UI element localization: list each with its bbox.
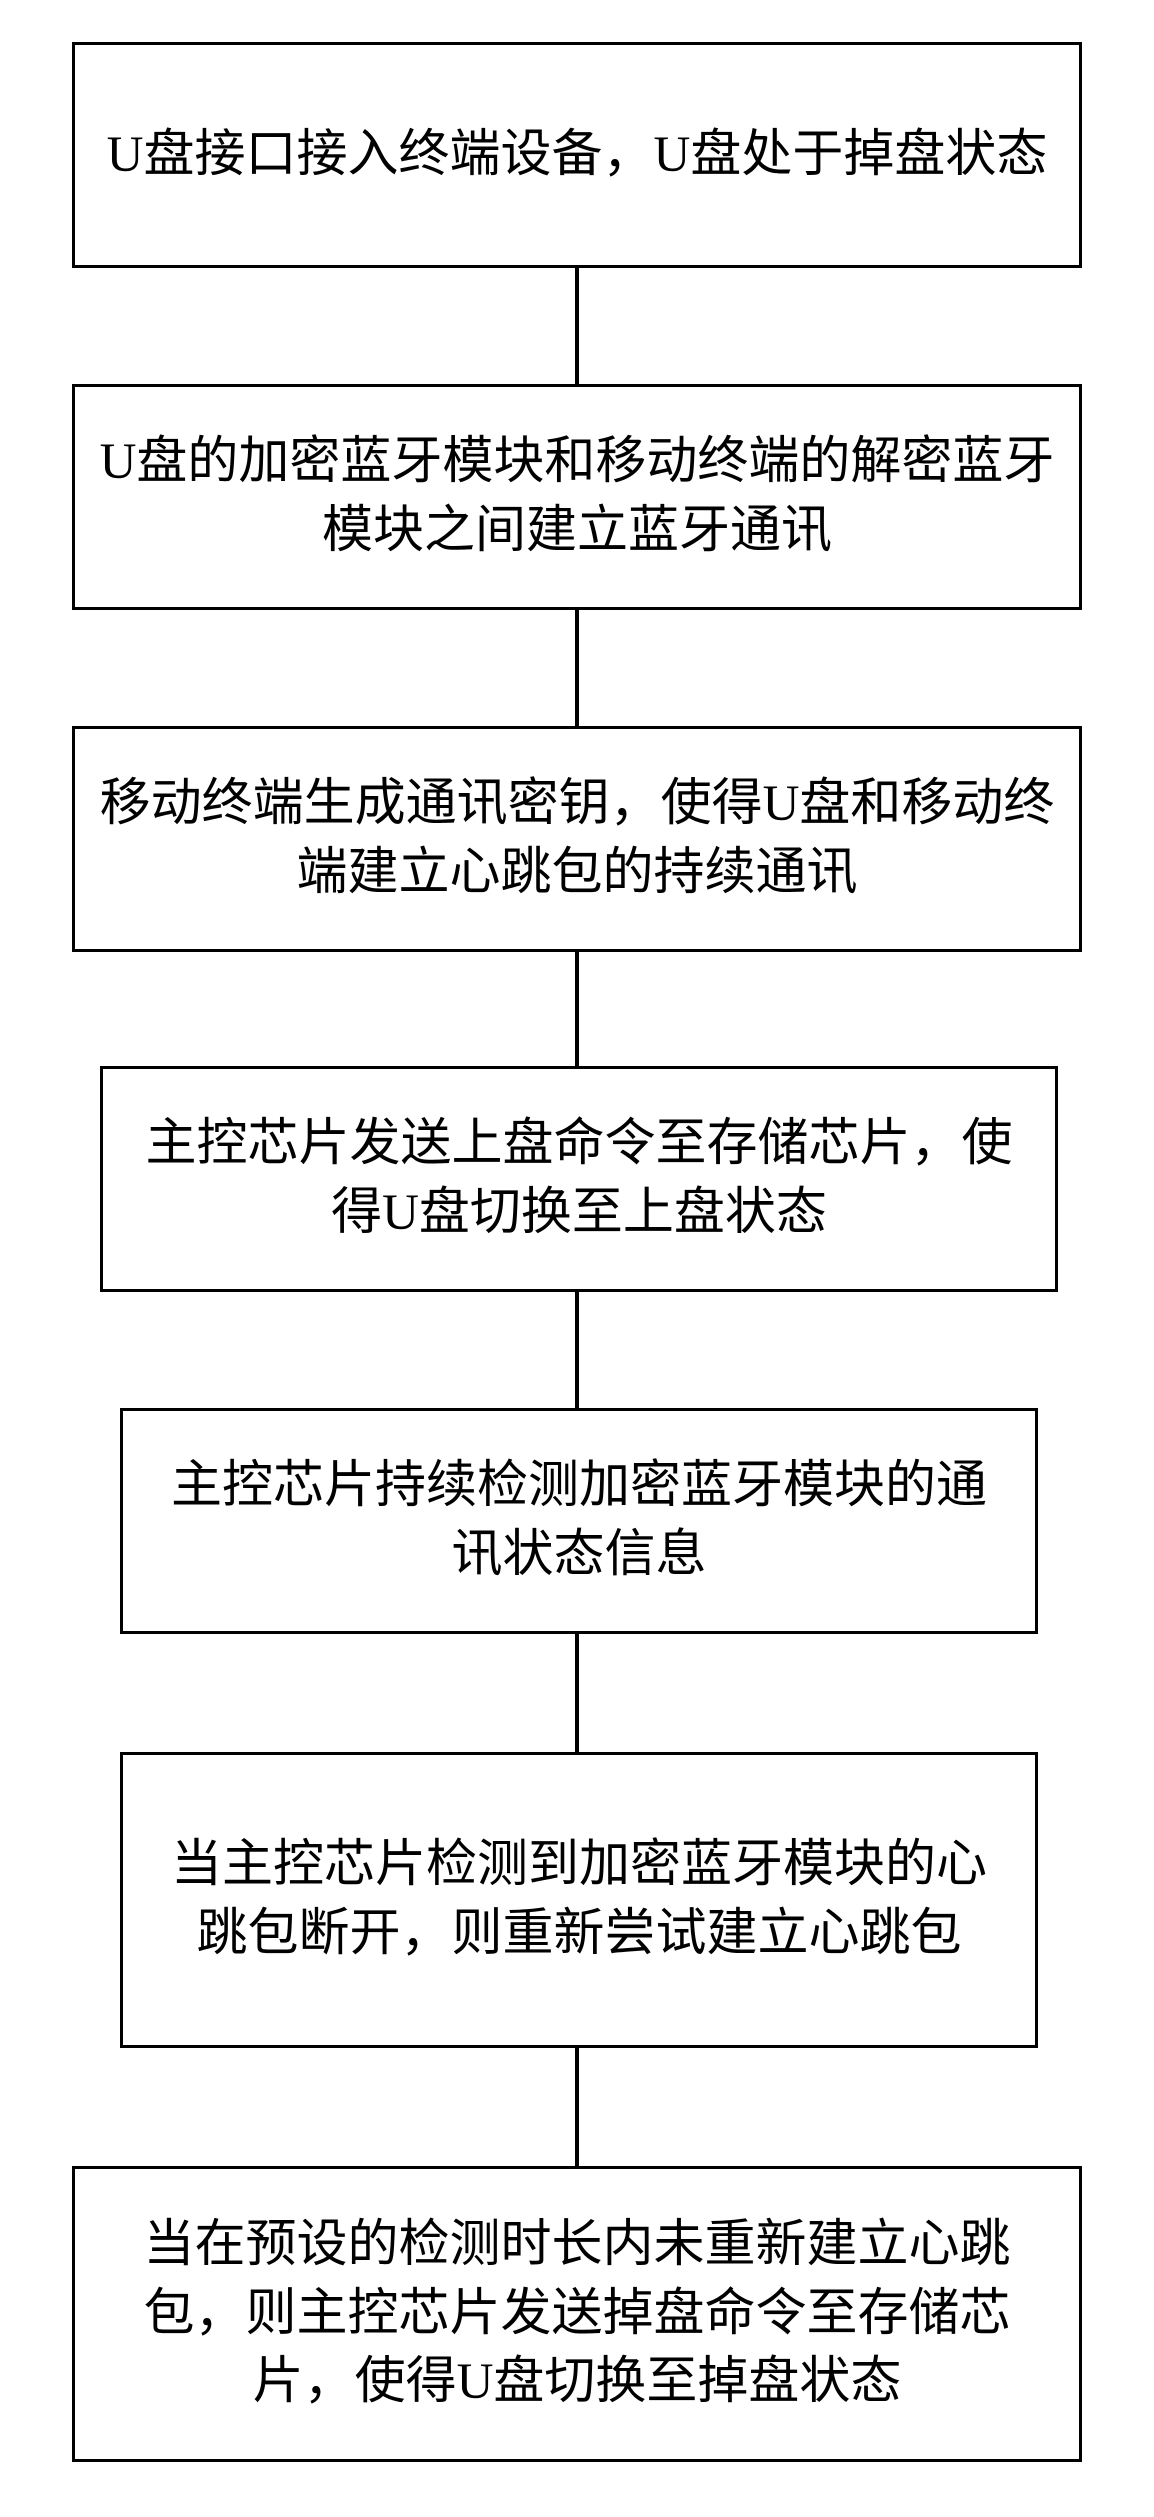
flow-node-4: 主控芯片发送上盘命令至存储芯片，使得U盘切换至上盘状态: [100, 1066, 1058, 1292]
flow-edge-1-2: [575, 268, 579, 384]
flow-node-6-text: 当主控芯片检测到加密蓝牙模块的心跳包断开，则重新尝试建立心跳包: [147, 1831, 1011, 1969]
flowchart-canvas: U盘接口接入终端设备，U盘处于掉盘状态 U盘的加密蓝牙模块和移动终端的解密蓝牙模…: [0, 0, 1154, 2517]
flow-node-4-text: 主控芯片发送上盘命令至存储芯片，使得U盘切换至上盘状态: [127, 1110, 1031, 1248]
flow-node-7-text: 当在预设的检测时长内未重新建立心跳包，则主控芯片发送掉盘命令至存储芯片，使得U盘…: [99, 2211, 1055, 2418]
flow-node-1: U盘接口接入终端设备，U盘处于掉盘状态: [72, 42, 1082, 268]
flow-node-2-text: U盘的加密蓝牙模块和移动终端的解密蓝牙模块之间建立蓝牙通讯: [99, 428, 1055, 566]
flow-edge-4-5: [575, 1292, 579, 1408]
flow-node-6: 当主控芯片检测到加密蓝牙模块的心跳包断开，则重新尝试建立心跳包: [120, 1752, 1038, 2048]
flow-node-3-text: 移动终端生成通讯密钥，使得U盘和移动终端建立心跳包的持续通讯: [99, 770, 1055, 908]
flow-edge-6-7: [575, 2048, 579, 2166]
flow-node-3: 移动终端生成通讯密钥，使得U盘和移动终端建立心跳包的持续通讯: [72, 726, 1082, 952]
flow-edge-5-6: [575, 1634, 579, 1752]
flow-node-7: 当在预设的检测时长内未重新建立心跳包，则主控芯片发送掉盘命令至存储芯片，使得U盘…: [72, 2166, 1082, 2462]
flow-edge-2-3: [575, 610, 579, 726]
flow-node-2: U盘的加密蓝牙模块和移动终端的解密蓝牙模块之间建立蓝牙通讯: [72, 384, 1082, 610]
flow-edge-3-4: [575, 952, 579, 1066]
flow-node-1-text: U盘接口接入终端设备，U盘处于掉盘状态: [107, 121, 1048, 190]
flow-node-5: 主控芯片持续检测加密蓝牙模块的通讯状态信息: [120, 1408, 1038, 1634]
flow-node-5-text: 主控芯片持续检测加密蓝牙模块的通讯状态信息: [147, 1452, 1011, 1590]
